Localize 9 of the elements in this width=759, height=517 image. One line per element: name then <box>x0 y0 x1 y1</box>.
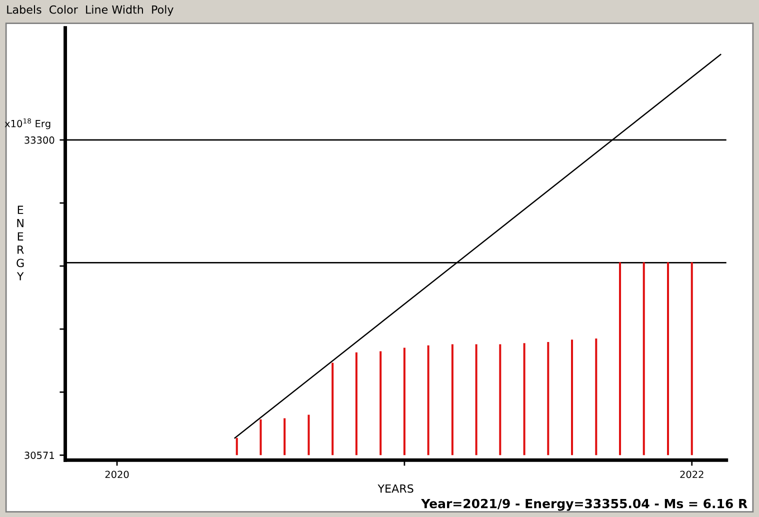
text: Year=2021/9 - Energy=33355.04 - Ms = 6.16 R <box>421 498 748 511</box>
y-tick-label: 30571 <box>24 452 54 459</box>
x-tick-label: 2022 <box>680 470 704 478</box>
x-tick-label: 2020 <box>105 470 129 478</box>
x-axis-title: YEARS <box>378 484 414 493</box>
y-axis-title: ENERGY <box>16 206 24 280</box>
text: Labels Color Line Width Poly <box>7 5 174 16</box>
text: x10$^{18}$ Erg <box>4 118 50 130</box>
y-tick-label: 33300 <box>24 136 54 144</box>
